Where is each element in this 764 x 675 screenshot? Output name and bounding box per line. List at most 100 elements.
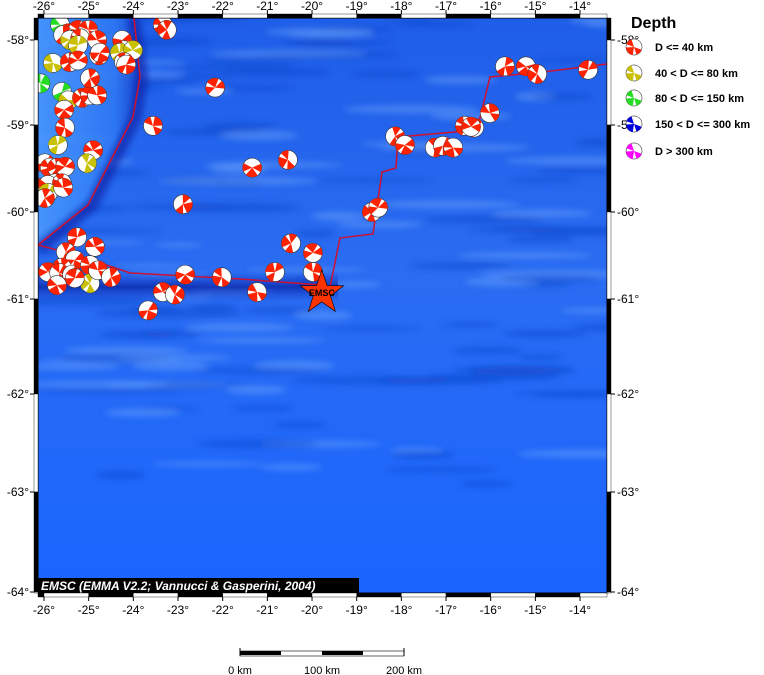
lon-tick-bottom: -23° — [167, 603, 189, 617]
legend-item-label: 80 < D <= 150 km — [655, 93, 744, 105]
legend-depth-icon — [625, 142, 643, 160]
epicenter-label: EMSC — [309, 288, 336, 298]
legend-item-label: D > 300 km — [655, 146, 713, 158]
lon-tick-top: -22° — [212, 0, 234, 13]
lon-tick-bottom: -24° — [122, 603, 144, 617]
lon-tick-top: -23° — [167, 0, 189, 13]
lon-tick-top: -16° — [480, 0, 502, 13]
lon-tick-top: -15° — [524, 0, 546, 13]
lon-tick-top: -26° — [33, 0, 55, 13]
lon-tick-top: -25° — [78, 0, 100, 13]
lon-tick-bottom: -20° — [301, 603, 323, 617]
scale-label-0: 0 km — [228, 665, 252, 675]
lat-tick-left: -64° — [7, 585, 29, 599]
focal-mechanism[interactable] — [61, 265, 88, 292]
lat-tick-right: -62° — [617, 387, 639, 401]
focal-mechanism[interactable] — [172, 262, 198, 288]
lat-tick-left: -63° — [7, 485, 29, 499]
focal-mechanism[interactable] — [443, 137, 463, 158]
lon-tick-bottom: -22° — [212, 603, 234, 617]
focal-mechanism[interactable] — [114, 52, 139, 77]
focal-mechanism[interactable] — [162, 281, 189, 307]
lon-tick-top: -19° — [346, 0, 368, 13]
lon-tick-bottom: -19° — [346, 603, 368, 617]
focal-mechanism[interactable] — [86, 84, 109, 107]
lat-tick-left: -62° — [7, 387, 29, 401]
focal-mechanism[interactable] — [365, 194, 392, 221]
focal-mechanism[interactable] — [52, 114, 78, 141]
focal-mechanism[interactable] — [74, 150, 101, 177]
legend-depth-icon — [625, 115, 643, 133]
focal-mechanism[interactable] — [100, 266, 122, 288]
focal-mechanism[interactable] — [51, 97, 77, 123]
focal-mechanism[interactable] — [52, 153, 79, 180]
focal-mechanism[interactable] — [79, 67, 101, 89]
lon-tick-top: -24° — [122, 0, 144, 13]
focal-mechanism[interactable] — [300, 259, 326, 285]
focal-mechanism[interactable] — [246, 281, 268, 303]
focal-mechanism[interactable] — [173, 194, 193, 214]
focal-mechanism[interactable] — [240, 155, 265, 180]
scale-label-200: 200 km — [386, 665, 422, 675]
lon-tick-bottom: -26° — [33, 603, 55, 617]
lat-tick-right: -60° — [617, 205, 639, 219]
legend-item-label: 40 < D <= 80 km — [655, 68, 738, 80]
focal-mechanism[interactable] — [47, 134, 69, 156]
focal-mechanism[interactable] — [66, 33, 90, 57]
focal-mechanism[interactable] — [154, 17, 179, 42]
focal-mechanism[interactable] — [479, 103, 500, 124]
attribution-text: EMSC (EMMA V2.2; Vannucci & Gasperini, 2… — [41, 579, 316, 593]
attribution: EMSC (EMMA V2.2; Vannucci & Gasperini, 2… — [38, 578, 359, 593]
lat-tick-right: -61° — [617, 292, 639, 306]
focal-mechanism[interactable] — [575, 57, 601, 83]
lon-tick-bottom: -17° — [435, 603, 457, 617]
focal-mechanism[interactable] — [208, 264, 235, 291]
focal-mechanism[interactable] — [524, 61, 551, 88]
lat-tick-right: -64° — [617, 585, 639, 599]
focal-mechanism[interactable] — [459, 115, 483, 139]
lat-tick-left: -58° — [7, 33, 29, 47]
legend-depth-icon — [625, 64, 643, 82]
focal-mechanism[interactable] — [53, 177, 74, 198]
lon-tick-bottom: -14° — [569, 603, 591, 617]
lat-tick-left: -60° — [7, 205, 29, 219]
legend-depth-icon — [625, 38, 643, 56]
focal-mechanism[interactable] — [202, 74, 229, 101]
focal-mechanism[interactable] — [27, 70, 54, 97]
bathymetry: EMSC — [27, 17, 607, 593]
epicenter-star: EMSC — [299, 268, 345, 313]
focal-mechanism[interactable] — [86, 39, 113, 66]
focal-mechanism[interactable] — [264, 261, 287, 284]
lon-tick-bottom: -16° — [480, 603, 502, 617]
lon-tick-bottom: -15° — [524, 603, 546, 617]
focal-mechanism[interactable] — [41, 51, 65, 75]
lon-tick-top: -17° — [435, 0, 457, 13]
focal-mechanism[interactable] — [65, 225, 89, 249]
focal-mechanism[interactable] — [494, 56, 516, 77]
lat-tick-right: -63° — [617, 485, 639, 499]
legend-item-label: 150 < D <= 300 km — [655, 119, 750, 131]
focal-mechanism[interactable] — [46, 274, 67, 295]
focal-mechanism[interactable] — [300, 239, 327, 266]
legend-item-label: D <= 40 km — [655, 42, 713, 54]
focal-mechanism[interactable] — [141, 113, 166, 138]
focal-mechanism[interactable] — [85, 237, 105, 257]
lon-tick-top: -21° — [256, 0, 278, 13]
focal-mechanism[interactable] — [274, 146, 301, 173]
lon-tick-top: -20° — [301, 0, 323, 13]
lat-tick-left: -61° — [7, 292, 29, 306]
focal-mechanism[interactable] — [33, 186, 57, 210]
lon-tick-top: -18° — [390, 0, 412, 13]
lon-tick-bottom: -18° — [390, 603, 412, 617]
focal-mechanism[interactable] — [279, 232, 302, 255]
map-frame — [33, 13, 612, 598]
focal-mechanism[interactable] — [392, 132, 419, 159]
focal-mechanism[interactable] — [135, 297, 161, 323]
lon-tick-bottom: -25° — [78, 603, 100, 617]
focal-mechanism[interactable] — [65, 47, 91, 73]
scale-bar: 0 km 100 km 200 km — [228, 648, 422, 675]
scale-label-100: 100 km — [304, 665, 340, 675]
legend-title: Depth — [631, 15, 676, 32]
depth-legend: Depth D <= 40 km 40 < D <= 80 km 80 < D <=… — [625, 15, 750, 160]
